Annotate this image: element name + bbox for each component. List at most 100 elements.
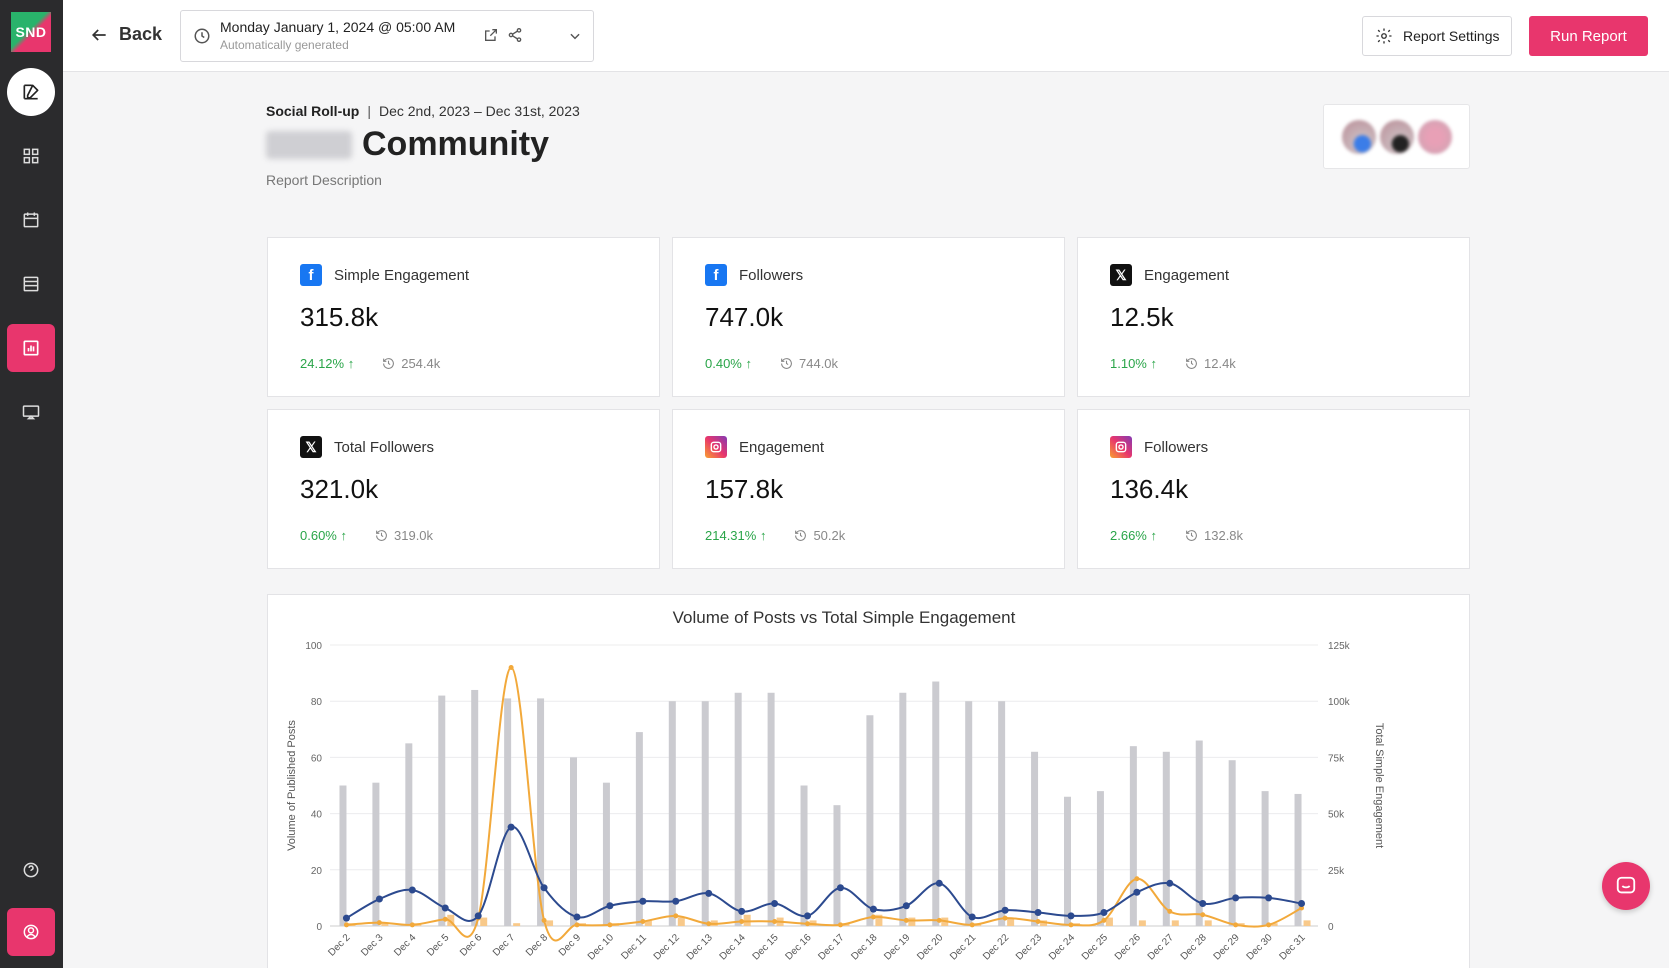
x-tick-label: Dec 18 — [849, 932, 879, 962]
list-icon — [23, 276, 39, 292]
run-report-button[interactable]: Run Report — [1529, 16, 1648, 56]
x-tick-label: Dec 6 — [458, 932, 485, 959]
chat-launcher-button[interactable] — [1602, 862, 1650, 910]
engagement-blue-point — [606, 902, 614, 910]
history-icon — [781, 358, 792, 369]
engagement-blue-point — [1232, 894, 1240, 902]
bar-posts — [570, 757, 577, 926]
x-tick-label: Dec 7 — [491, 932, 518, 959]
engagement-blue-point — [804, 912, 812, 920]
avatar — [1341, 119, 1376, 154]
engagement-orange-point — [1134, 876, 1140, 882]
metric-card[interactable]: f Simple Engagement 315.8k 24.12% ↑ 254.4k — [267, 237, 660, 397]
y2-axis-label: Total Simple Engagement — [1373, 723, 1385, 848]
engagement-blue-point — [935, 879, 943, 887]
engagement-blue-point — [902, 902, 910, 910]
report-settings-label: Report Settings — [1403, 28, 1500, 44]
back-label: Back — [119, 24, 163, 44]
bar-posts — [866, 715, 874, 926]
metric-label: Engagement — [739, 438, 825, 456]
report-description[interactable]: Report Description — [266, 172, 382, 188]
metric-card[interactable]: 𝕏 Engagement 12.5k 1.10% ↑ 12.4k — [1077, 237, 1470, 397]
x-tick-label: Dec 30 — [1245, 932, 1275, 962]
bar-posts-secondary — [1171, 920, 1179, 926]
facebook-icon: f — [300, 264, 322, 286]
sidebar: SND — [0, 0, 63, 968]
sidebar-item-presentation[interactable] — [7, 388, 55, 436]
bar-posts — [1064, 796, 1071, 926]
y-tick-label: 0 — [316, 922, 322, 933]
app-logo[interactable]: SND — [11, 12, 51, 52]
profile-button[interactable] — [7, 908, 55, 956]
engagement-orange-point — [936, 917, 942, 923]
report-settings-button[interactable]: Report Settings — [1362, 16, 1512, 56]
engagement-orange-point — [574, 922, 580, 928]
metric-card[interactable]: f Followers 747.0k 0.40% ↑ 744.0k — [672, 237, 1065, 397]
engagement-blue-point — [507, 823, 515, 831]
compose-icon — [23, 84, 39, 100]
metric-previous: 319.0k — [375, 528, 433, 543]
bar-posts — [800, 785, 808, 926]
metric-card[interactable]: 𝕏 Total Followers 321.0k 0.60% ↑ 319.0k — [267, 409, 660, 569]
x-tick-label: Dec 26 — [1113, 932, 1143, 962]
x-tick-label: Dec 11 — [619, 932, 649, 962]
back-button[interactable]: Back — [89, 24, 162, 45]
engagement-blue-point — [1100, 909, 1108, 917]
grid-icon — [23, 148, 39, 164]
redacted-name — [266, 130, 352, 159]
metric-change: 214.31% ↑ — [705, 528, 767, 543]
report-date-selector[interactable]: Monday January 1, 2024 @ 05:00 AM Automa… — [180, 10, 594, 62]
engagement-orange-point — [739, 919, 745, 925]
x-tick-label: Dec 15 — [751, 932, 781, 962]
metric-label: Followers — [739, 266, 804, 284]
arrow-left-icon — [91, 28, 106, 41]
metric-card[interactable]: Engagement 157.8k 214.31% ↑ 50.2k — [672, 409, 1065, 569]
bar-posts-secondary — [381, 923, 389, 926]
share-icon[interactable] — [507, 27, 523, 43]
metric-value: 321.0k — [300, 474, 379, 504]
history-icon — [383, 358, 395, 369]
engagement-orange-line — [346, 666, 1303, 942]
metric-previous: 12.4k — [1185, 356, 1236, 371]
engagement-orange-point — [870, 914, 876, 920]
metric-label: Total Followers — [334, 438, 435, 456]
sidebar-item-list[interactable] — [7, 260, 55, 308]
y-tick-label: 80 — [311, 697, 323, 708]
engagement-orange-point — [837, 922, 843, 928]
facebook-icon: f — [705, 264, 727, 286]
bar-posts — [734, 692, 742, 926]
metric-value: 157.8k — [705, 474, 784, 504]
engagement-blue-point — [738, 907, 746, 915]
sidebar-item-reports[interactable] — [7, 324, 55, 372]
report-title[interactable]: Community — [362, 125, 549, 163]
metric-card[interactable]: Followers 136.4k 2.66% ↑ 132.8k — [1077, 409, 1470, 569]
engagement-blue-point — [408, 886, 416, 894]
bar-posts-secondary — [1040, 920, 1048, 926]
chevron-down-icon[interactable] — [568, 29, 582, 43]
x-tick-label: Dec 21 — [948, 932, 978, 962]
metric-value: 136.4k — [1110, 474, 1189, 504]
metric-previous: 254.4k — [382, 356, 440, 371]
bar-posts — [701, 701, 709, 926]
report-breadcrumb: Social Roll-up | Dec 2nd, 2023 – Dec 31st,… — [266, 103, 580, 119]
metric-label: Engagement — [1144, 266, 1230, 284]
engagement-blue-point — [375, 895, 383, 903]
compose-button[interactable] — [7, 68, 55, 116]
top-bar: Back Monday January 1, 2024 @ 05:00 AM A… — [63, 0, 1669, 72]
x-tick-label: Dec 4 — [392, 932, 419, 959]
sidebar-item-dashboard[interactable] — [7, 132, 55, 180]
bar-posts — [1228, 760, 1236, 926]
y2-tick-label: 75k — [1328, 753, 1345, 764]
external-link-icon[interactable] — [483, 27, 499, 43]
sidebar-item-calendar[interactable] — [7, 196, 55, 244]
bar-posts — [1129, 746, 1137, 926]
help-button[interactable] — [7, 846, 55, 894]
engagement-blue-point — [573, 913, 581, 921]
history-icon — [376, 530, 387, 541]
bar-posts — [1261, 791, 1269, 926]
x-tick-label: Dec 12 — [652, 932, 682, 962]
bar-posts-secondary — [447, 914, 455, 926]
history-icon — [1186, 530, 1197, 541]
bar-posts-secondary — [480, 917, 488, 926]
engagement-orange-point — [343, 922, 349, 928]
